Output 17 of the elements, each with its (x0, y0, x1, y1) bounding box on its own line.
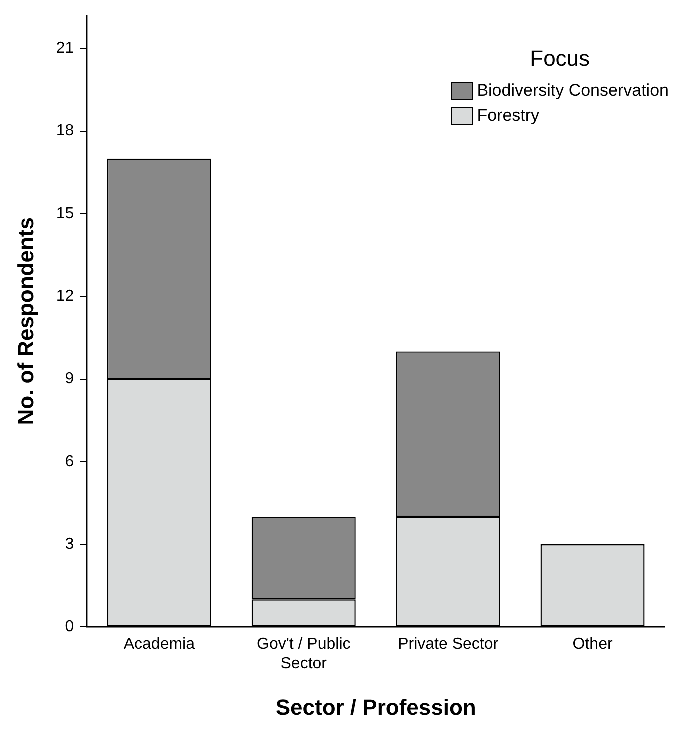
y-tick-label: 9 (65, 370, 74, 388)
legend-title: Focus (529, 46, 592, 72)
y-tick-label: 0 (65, 618, 74, 636)
y-tick-label: 6 (65, 453, 74, 470)
y-tick-label: 15 (56, 205, 74, 222)
x-tick-label: Private Sector (398, 636, 500, 654)
y-tick-label: 12 (56, 288, 74, 306)
legend-label: Biodiversity Conservation (477, 80, 669, 100)
y-tick-label: 21 (56, 40, 74, 58)
x-tick-label: Academia (124, 636, 196, 654)
legend-label: Forestry (477, 106, 540, 126)
y-axis-title: No. of Respondents (13, 218, 38, 426)
y-tick-label: 3 (65, 536, 74, 553)
x-tick-label: Gov't / Public Sector (256, 636, 351, 672)
x-tick-label: Other (572, 636, 614, 654)
y-tick-label: 18 (56, 122, 74, 140)
x-axis-title: Sector / Profession (276, 694, 476, 720)
